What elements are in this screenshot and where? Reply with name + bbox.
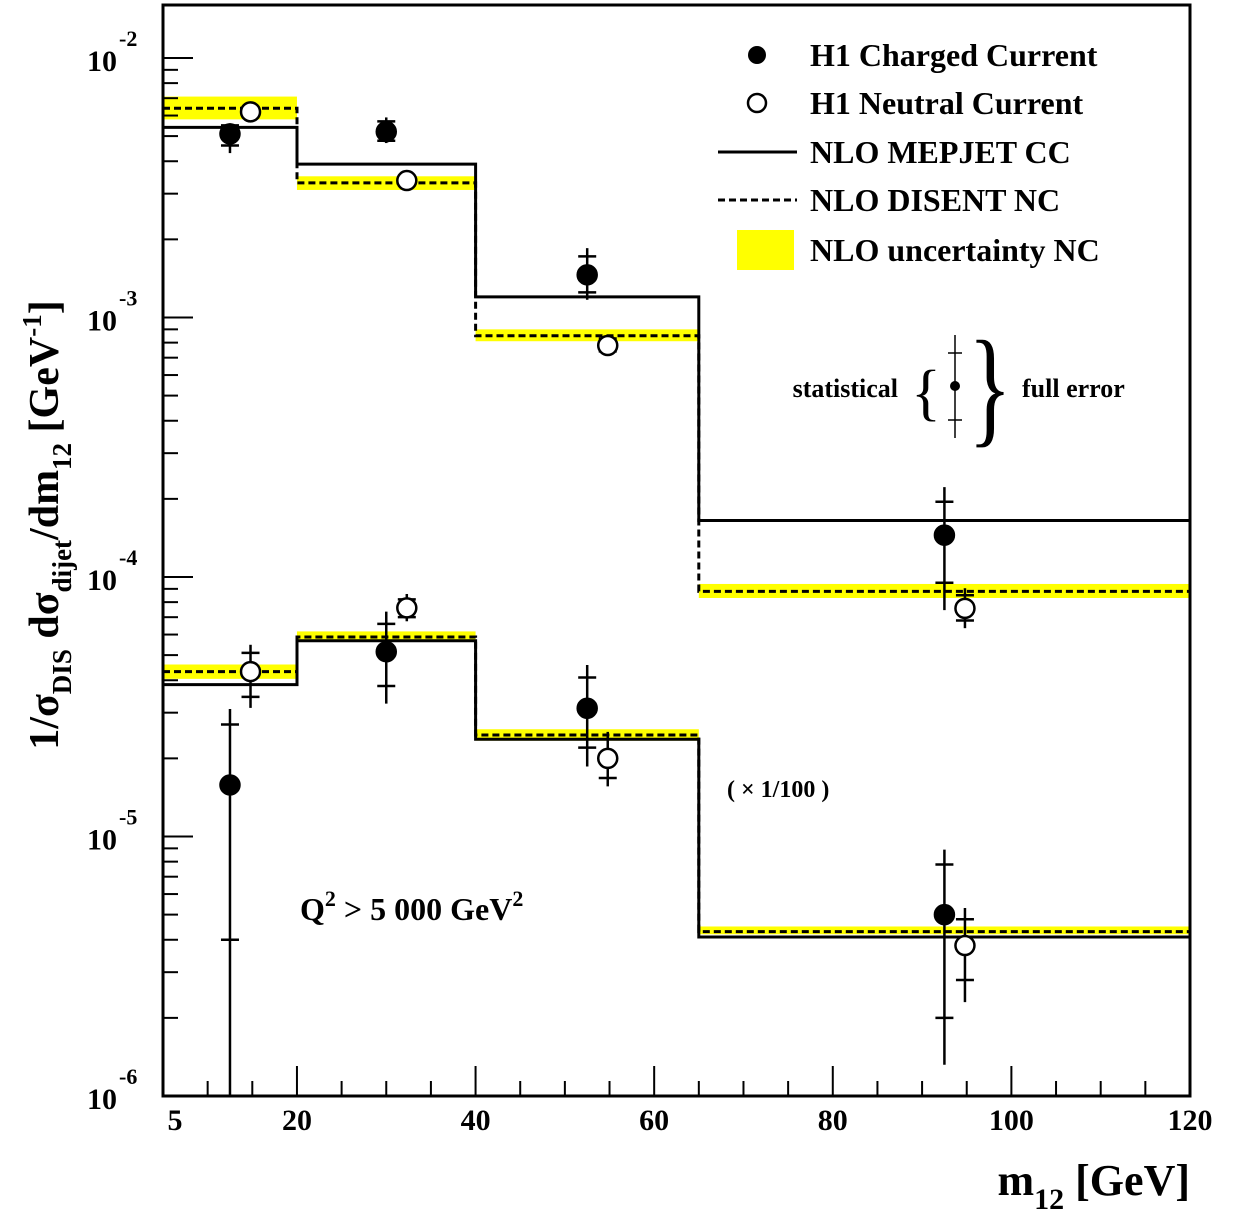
- y-title-s1: DIS: [47, 649, 77, 694]
- nc-data-point: [396, 169, 418, 192]
- error-key-dot-icon: [950, 381, 960, 391]
- legend-label-mepjet: NLO MEPJET CC: [810, 134, 1071, 170]
- y-tick-label: 10: [87, 823, 117, 856]
- y-title-s2: dijet: [47, 540, 77, 592]
- x-tick-label: 60: [639, 1104, 669, 1137]
- y-title-p1: 1/σ: [22, 694, 68, 750]
- y-tick-exponent: -3: [119, 285, 137, 310]
- legend: H1 Charged Current H1 Neutral Current NL…: [718, 37, 1100, 270]
- y-tick-label: 10: [87, 564, 117, 597]
- scale-note: ( × 1/100 ): [727, 777, 829, 803]
- nc-data-point: [396, 597, 418, 619]
- x-tick-label: 100: [989, 1104, 1034, 1137]
- left-small-brace-icon: {: [911, 359, 941, 427]
- x-ticks: 5 20 40 60 80 100 120: [168, 1066, 1213, 1137]
- x-tick-label: 20: [282, 1104, 312, 1137]
- error-key-full-error: full error: [1022, 374, 1125, 403]
- cc-data-point: [375, 641, 398, 663]
- nc-data-point: [954, 934, 976, 957]
- y-title-s3: 12: [47, 443, 77, 470]
- x-axis-title-main: m: [998, 1156, 1035, 1205]
- y-tick-exponent: -4: [119, 545, 137, 570]
- legend-label-nc-data: H1 Neutral Current: [810, 85, 1083, 121]
- error-key: statistical { } full error: [793, 315, 1125, 459]
- nc-data-point: [239, 101, 262, 123]
- y-tick-label: 10: [87, 1083, 117, 1116]
- error-key-statistical: statistical: [793, 374, 898, 403]
- cc-data-point: [219, 123, 241, 145]
- y-title-p2: dσ: [22, 592, 68, 649]
- x-axis-title-unit: [GeV]: [1064, 1156, 1190, 1205]
- y-tick-exponent: -6: [119, 1064, 137, 1089]
- y-axis-title: 1/σDIS dσdijet/dm12 [GeV-1]: [17, 300, 77, 749]
- disent-step-line: [163, 106, 1190, 593]
- cc-data-point: [375, 120, 398, 143]
- x-axis-title-sub: 12: [1034, 1183, 1064, 1212]
- x-tick-label: 5: [168, 1104, 183, 1137]
- y-tick-label: 10: [87, 45, 117, 78]
- y-title-p3: /dm: [22, 470, 68, 541]
- y-tick-exponent: -2: [119, 26, 137, 51]
- plot-frame: [161, 3, 1192, 1098]
- y-title-p5: ]: [22, 300, 68, 314]
- x-tick-label: 40: [461, 1104, 491, 1137]
- q2-cut-label: Q2 > 5 000 GeV2: [300, 886, 523, 927]
- cc-data-point: [576, 697, 598, 720]
- cc-data-point: [576, 264, 598, 286]
- y-title-sup: -1: [17, 314, 47, 337]
- q2-q-exp: 2: [325, 886, 336, 911]
- y-ticks: 10-210-310-410-510-6: [87, 26, 193, 1116]
- y-tick-exponent: -5: [119, 804, 137, 829]
- cc-data-point: [933, 524, 956, 546]
- q2-mid: > 5 000 GeV: [336, 891, 512, 927]
- disent-step-line: [163, 635, 1190, 934]
- uncertainty-bands: [163, 96, 1190, 935]
- nc-data-point: [596, 747, 619, 770]
- y-title-p4: [GeV: [22, 337, 68, 443]
- x-tick-label: 80: [818, 1104, 848, 1137]
- cc-data-point: [933, 903, 956, 926]
- legend-label-cc-data: H1 Charged Current: [810, 37, 1098, 73]
- cc-data-point: [219, 774, 241, 796]
- x-axis-title: m12 [GeV]: [998, 1156, 1191, 1212]
- legend-yellow-box-icon: [737, 230, 794, 270]
- step-histograms: [163, 106, 1190, 939]
- data-points: [219, 101, 976, 1096]
- x-tick-label: 120: [1168, 1104, 1213, 1137]
- legend-open-circle-icon: [746, 92, 768, 114]
- legend-filled-circle-icon: [748, 46, 766, 64]
- q2-q: Q: [300, 891, 325, 927]
- nc-data-point: [239, 660, 262, 683]
- y-tick-label: 10: [87, 304, 117, 337]
- legend-label-disent: NLO DISENT NC: [810, 182, 1060, 218]
- legend-label-band: NLO uncertainty NC: [810, 232, 1100, 268]
- nc-data-point: [954, 597, 976, 620]
- right-large-brace-icon: }: [968, 315, 1012, 459]
- nc-data-point: [596, 334, 619, 357]
- q2-g-exp: 2: [512, 886, 523, 911]
